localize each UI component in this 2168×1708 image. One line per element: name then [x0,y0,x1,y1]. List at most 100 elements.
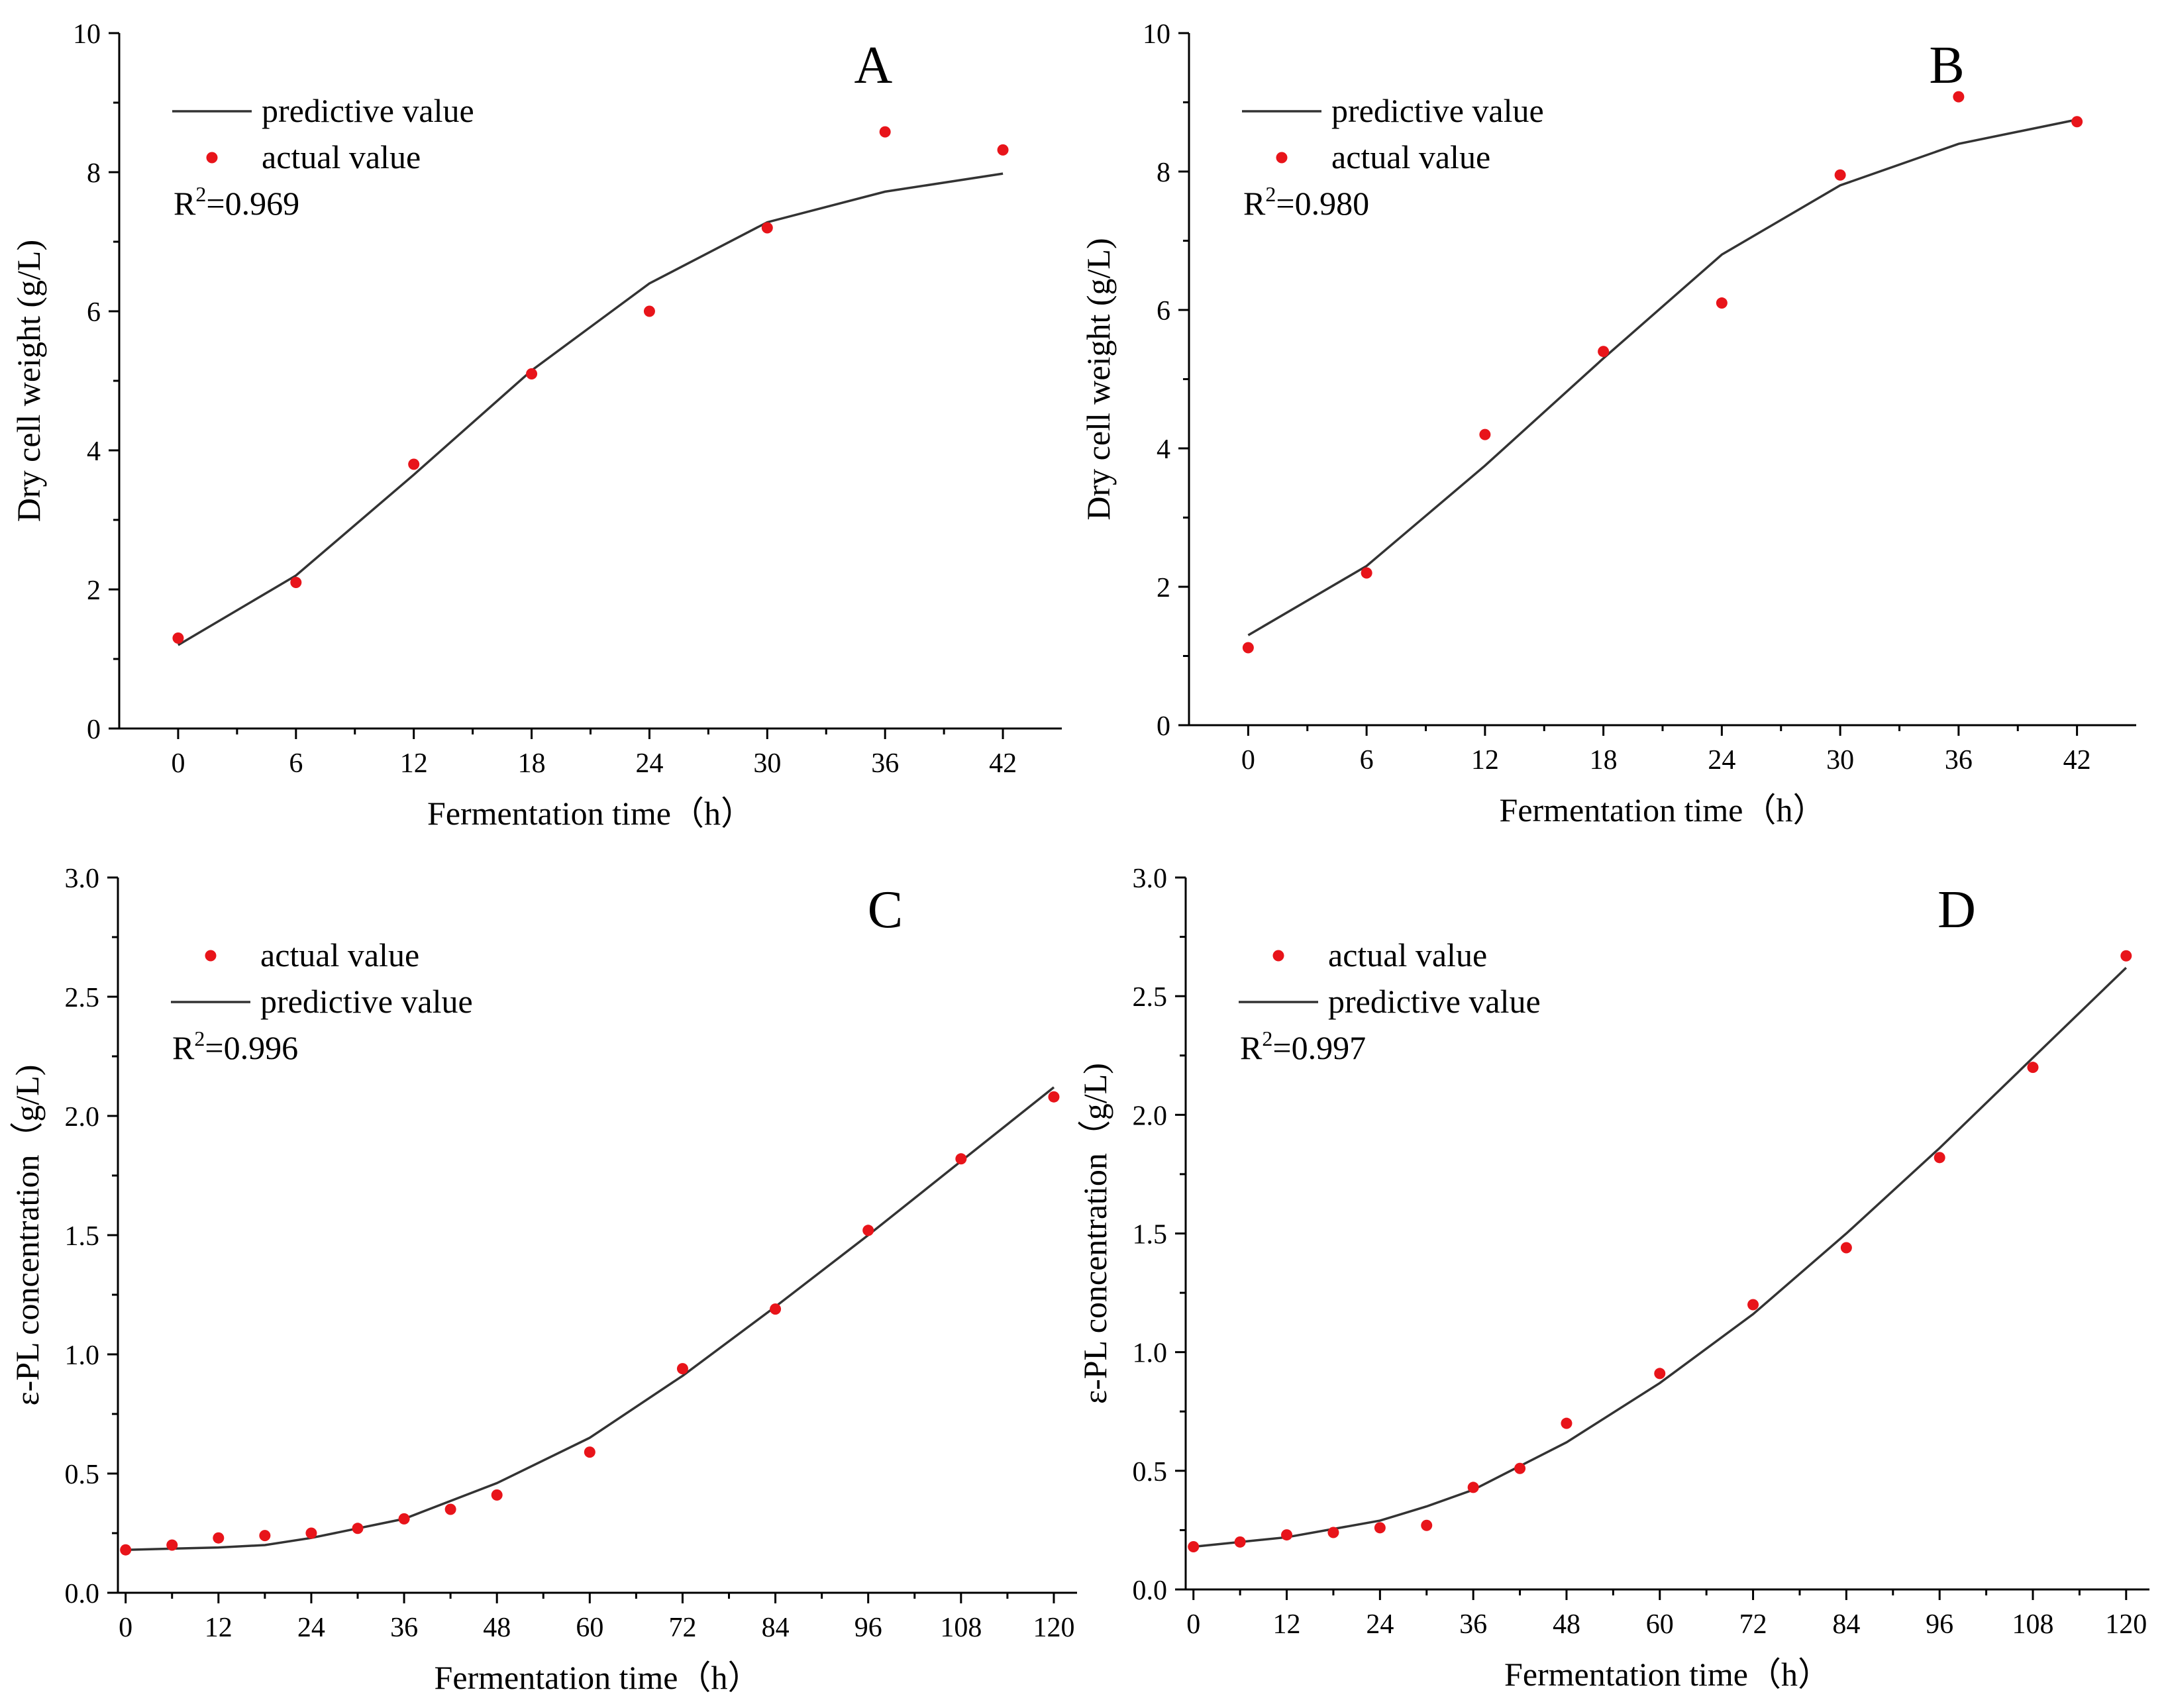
actual-point [770,1303,782,1315]
y-tick-label: 2.0 [65,1102,100,1132]
y-tick-label: 4 [87,436,101,467]
actual-point [2027,1062,2039,1074]
x-tick-label: 108 [2012,1609,2053,1640]
x-tick-label: 42 [989,748,1017,779]
y-tick-label: 6 [1157,296,1170,327]
legend-point-icon [206,152,218,164]
actual-point [352,1523,364,1534]
y-tick-label: 4 [1157,434,1170,465]
actual-point [166,1539,178,1551]
y-tick-label: 8 [1157,158,1170,188]
x-tick-label: 60 [1646,1609,1674,1640]
x-tick-label: 120 [2105,1609,2147,1640]
actual-point [1421,1519,1433,1531]
y-tick-label: 0.5 [1133,1457,1168,1487]
y-axis-label: ε-PL concentration（g/L) [9,1065,46,1406]
x-tick-label: 36 [871,748,899,779]
x-tick-label: 96 [854,1613,882,1643]
x-tick-label: 18 [1590,745,1618,776]
actual-point [1561,1417,1573,1429]
x-tick-label: 42 [2063,745,2091,776]
legend-label: actual value [1328,936,1487,974]
x-tick-label: 24 [635,748,663,779]
y-tick-label: 2.0 [1133,1101,1168,1131]
x-tick-label: 24 [1366,1609,1394,1640]
x-tick-label: 30 [753,748,781,779]
r2-value: 0.969 [225,185,300,222]
legend-label: predictive value [262,92,474,129]
panel-c: 0 12 24 36 48 60 72 84 96 108 120 0.0 0.5 1.0 1.5 2.0 2.… [9,864,1077,1696]
y-tick-label: 10 [1143,19,1170,50]
y-tick-label: 0 [87,715,101,745]
y-axis-label: Dry cell weight (g/L) [1080,238,1117,520]
x-tick-label: 108 [940,1613,982,1643]
r2-annotation: R2=0.969 [174,182,299,222]
actual-point [491,1489,503,1501]
y-tick-label: 8 [87,158,101,189]
x-tick-label: 12 [1471,745,1499,776]
actual-point [1188,1541,1200,1552]
actual-point [1234,1536,1246,1548]
x-tick-label: 0 [119,1613,132,1643]
predictive-line [1247,118,2077,636]
x-tick-label: 12 [205,1613,232,1643]
actual-point [1281,1529,1293,1541]
x-tick-label: 0 [171,748,185,779]
y-tick-label: 2 [87,576,101,606]
r2-value: 0.996 [224,1029,299,1066]
legend-point-icon [1276,152,1288,164]
actual-point [259,1530,271,1542]
actual-point [584,1446,595,1458]
y-tick-label: 0.0 [65,1579,100,1609]
x-tick-label: 36 [1945,745,1973,776]
actual-point [2120,950,2132,962]
actual-point [1716,297,1728,309]
y-tick-label: 1.5 [65,1221,100,1252]
actual-point [1361,567,1372,579]
actual-point [955,1153,967,1165]
legend-label: predictive value [260,983,473,1020]
actual-point [1598,346,1610,358]
actual-point [676,1363,688,1375]
predictive-line [178,172,1004,646]
panel-letter: D [1937,881,1976,939]
legend-point-icon [205,950,217,962]
actual-point [120,1544,132,1556]
x-tick-label: 6 [1360,745,1374,776]
panel-letter: B [1929,36,1964,95]
actual-point [1242,642,1254,654]
r2-annotation: R2=0.997 [1240,1027,1366,1066]
x-tick-label: 0 [1186,1609,1200,1640]
x-axis-label: Fermentation time（h） [427,795,754,832]
x-tick-label: 96 [1926,1609,1953,1640]
r2-value: 0.980 [1295,185,1370,222]
y-tick-label: 3.0 [65,864,100,894]
y-tick-label: 6 [87,297,101,328]
x-tick-label: 0 [1241,745,1255,776]
x-tick-label: 36 [1459,1609,1487,1640]
x-tick-label: 60 [576,1613,603,1643]
y-tick-label: 0.0 [1133,1576,1168,1606]
x-axis-label: Fermentation time（h） [1504,1656,1831,1693]
x-tick-label: 36 [390,1613,418,1643]
x-tick-label: 12 [1273,1609,1301,1640]
actual-point [398,1513,410,1525]
actual-point [1479,428,1491,440]
x-tick-label: 84 [762,1613,790,1643]
actual-point [1514,1462,1526,1474]
actual-point [172,632,184,644]
legend-label: actual value [262,138,421,176]
x-axis-label: Fermentation time（h） [1500,791,1826,829]
y-axis-label: ε-PL concentration（g/L) [1076,1063,1113,1404]
x-tick-label: 48 [483,1613,511,1643]
legend-label: actual value [1331,138,1490,176]
x-tick-label: 18 [518,748,546,779]
y-tick-label: 1.5 [1133,1220,1168,1250]
legend-point-icon [1272,950,1284,962]
x-tick-label: 72 [668,1613,696,1643]
actual-point [1048,1091,1060,1103]
legend-label: predictive value [1331,92,1544,129]
actual-point [2071,116,2083,128]
